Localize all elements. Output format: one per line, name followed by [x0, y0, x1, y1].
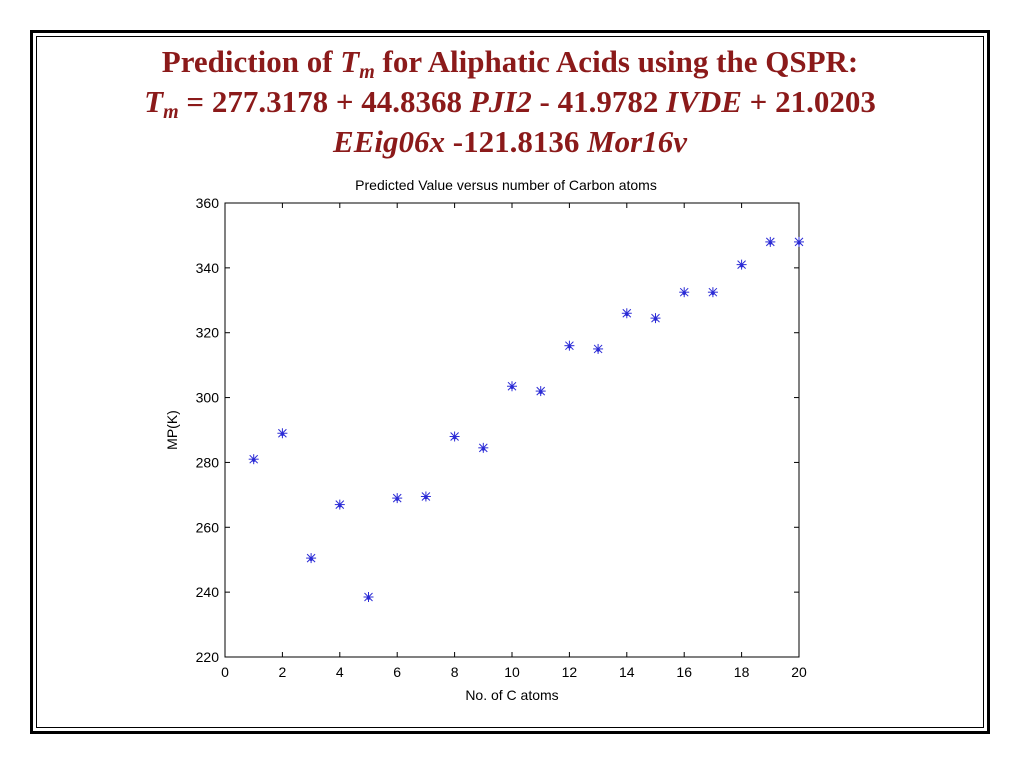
- y-axis-label: MP(K): [164, 410, 180, 450]
- chart-title: Predicted Value versus number of Carbon …: [355, 177, 657, 193]
- x-tick-label: 4: [336, 664, 344, 680]
- x-tick-label: 18: [734, 664, 750, 680]
- data-point: [449, 431, 460, 442]
- data-point: [794, 236, 804, 247]
- y-tick-label: 340: [196, 260, 220, 276]
- equation-text: - 41.9782: [531, 84, 667, 119]
- data-point: [478, 442, 489, 453]
- point-marker-dot: [280, 432, 285, 437]
- x-tick-label: 12: [562, 664, 578, 680]
- x-tick-label: 8: [451, 664, 459, 680]
- y-tick-label: 260: [196, 519, 220, 535]
- data-point: [363, 592, 374, 603]
- title-text: for Aliphatic Acids using the QSPR:: [374, 44, 859, 79]
- data-point: [248, 454, 259, 465]
- data-point: [621, 308, 632, 319]
- equation-text: = 277.3178 + 44.8368: [178, 84, 470, 119]
- point-marker-dot: [452, 435, 457, 440]
- data-point: [535, 386, 546, 397]
- point-marker-dot: [395, 497, 400, 501]
- point-marker-dot: [625, 312, 629, 317]
- x-tick-label: 16: [676, 664, 692, 680]
- slide-title: Prediction of Tm for Aliphatic Acids usi…: [40, 42, 980, 162]
- point-marker-dot: [739, 263, 744, 268]
- equation-variable: EEig06x: [333, 124, 445, 159]
- data-point: [593, 343, 604, 354]
- equation-text: -121.8136: [445, 124, 588, 159]
- data-point: [679, 287, 690, 298]
- point-marker-dot: [424, 495, 428, 500]
- data-point: [736, 259, 747, 270]
- x-tick-label: 2: [279, 664, 287, 680]
- equation-variable: PJI2: [469, 84, 532, 119]
- data-point: [650, 313, 661, 324]
- y-tick-label: 320: [196, 325, 220, 341]
- data-point: [334, 499, 345, 510]
- x-tick-label: 0: [221, 664, 229, 680]
- y-tick-label: 240: [196, 584, 220, 600]
- x-axis-label: No. of C atoms: [465, 687, 558, 703]
- title-line-3: EEig06x -121.8136 Mor16v: [40, 122, 980, 162]
- equation-symbol: T: [144, 84, 164, 119]
- x-axis: 0 2 4 6 8 10 12 14 16 18 20: [221, 203, 807, 680]
- point-marker-dot: [596, 348, 600, 352]
- x-tick-label: 10: [504, 664, 520, 680]
- slide-inner-border: [36, 36, 984, 728]
- data-point: [564, 340, 575, 351]
- data-point: [420, 491, 431, 502]
- data-points: [248, 236, 804, 603]
- point-marker-dot: [711, 291, 715, 295]
- data-point: [707, 287, 718, 298]
- point-marker-dot: [309, 557, 313, 561]
- point-marker-dot: [510, 385, 514, 390]
- point-marker-dot: [653, 317, 658, 321]
- y-tick-label: 220: [196, 649, 220, 665]
- data-point: [277, 428, 288, 439]
- data-point: [392, 493, 403, 504]
- title-subscript: m: [359, 61, 375, 83]
- point-marker-dot: [338, 503, 342, 508]
- point-marker-dot: [567, 344, 572, 349]
- plot-area-border: [224, 202, 800, 658]
- data-point: [507, 381, 517, 392]
- point-marker-dot: [797, 241, 801, 245]
- y-tick-label: 360: [196, 195, 220, 211]
- x-tick-label: 14: [619, 664, 635, 680]
- equation-text: + 21.0203: [741, 84, 876, 119]
- y-axis: 220 240 260 280 300 320 340 360: [196, 195, 799, 665]
- data-point: [306, 553, 317, 564]
- point-marker-dot: [538, 390, 543, 394]
- point-marker-dot: [768, 241, 773, 245]
- point-marker-dot: [251, 458, 256, 462]
- point-marker-dot: [366, 596, 371, 600]
- title-symbol: T: [340, 44, 360, 79]
- title-line-2: Tm = 277.3178 + 44.8368 PJI2 - 41.9782 I…: [40, 82, 980, 122]
- equation-variable: IVDE: [666, 84, 742, 119]
- point-marker-dot: [682, 291, 686, 295]
- data-point: [765, 236, 776, 247]
- y-tick-label: 280: [196, 454, 220, 470]
- x-tick-label: 20: [791, 664, 807, 680]
- slide-outer-border: [30, 30, 990, 734]
- x-tick-label: 6: [393, 664, 401, 680]
- title-text: Prediction of: [161, 44, 341, 79]
- equation-variable: Mor16v: [587, 124, 687, 159]
- y-tick-label: 300: [196, 390, 220, 406]
- equation-subscript: m: [163, 101, 179, 123]
- point-marker-dot: [481, 447, 486, 451]
- title-line-1: Prediction of Tm for Aliphatic Acids usi…: [40, 42, 980, 82]
